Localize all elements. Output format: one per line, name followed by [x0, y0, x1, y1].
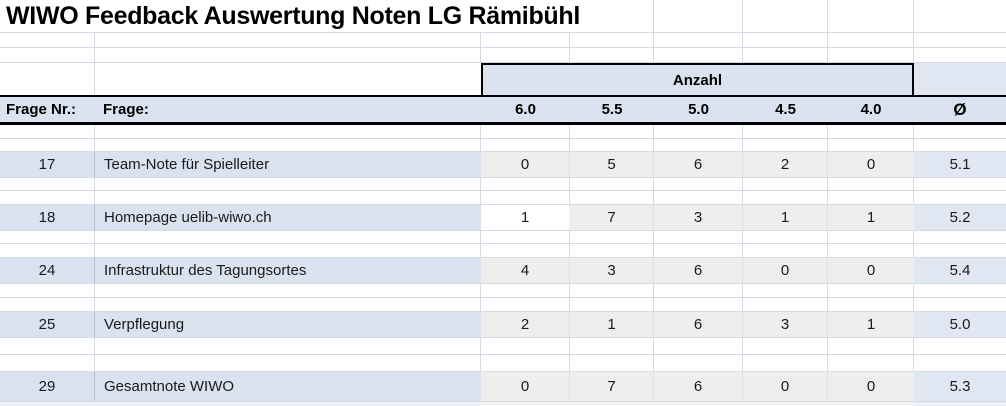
question-row-18: 18 Homepage uelib-wiwo.ch 1 7 3 1 1 5.2 [0, 205, 1006, 231]
empty-row [0, 191, 1006, 205]
col-header-grade-5-5[interactable]: 5.5 [601, 101, 623, 118]
count-cell-4-0[interactable]: 1 [828, 205, 914, 230]
question-label-cell[interactable]: Team-Note für Spielleiter [95, 152, 481, 177]
col-header-grade-6-0[interactable]: 6.0 [515, 101, 536, 118]
average-cell[interactable]: 5.0 [914, 312, 1006, 337]
page-title[interactable]: WIWO Feedback Auswertung Noten LG Rämibü… [6, 2, 580, 30]
question-label-cell[interactable]: Homepage uelib-wiwo.ch [95, 205, 481, 230]
anzahl-row: Anzahl [0, 63, 1006, 95]
sliver-cell [914, 402, 1006, 406]
count-cell-6-0[interactable]: 0 [481, 152, 570, 177]
sliver-cell [481, 402, 914, 406]
count-cell-4-5[interactable]: 0 [743, 372, 828, 401]
count-cell-5-5[interactable]: 3 [570, 258, 654, 283]
question-number-cell[interactable]: 24 [0, 258, 95, 283]
count-cell-6-0[interactable]: 2 [481, 312, 570, 337]
count-cell-5-0[interactable]: 6 [654, 312, 743, 337]
empty-row [0, 338, 1006, 355]
average-cell[interactable]: 5.2 [914, 205, 1006, 230]
question-label-cell[interactable]: Verpflegung [95, 312, 481, 337]
average-cell[interactable]: 5.4 [914, 258, 1006, 283]
count-cell-5-0[interactable]: 6 [654, 372, 743, 401]
column-header-row: Frage Nr.: Frage: 6.0 5.5 5.0 4.5 4.0 Ø [0, 95, 1006, 125]
col-header-frage-nr[interactable]: Frage Nr.: [6, 101, 77, 118]
col-header-frage[interactable]: Frage: [103, 101, 149, 118]
average-cell[interactable]: 5.3 [914, 372, 1006, 401]
empty-row [0, 33, 1006, 48]
count-cell-5-5[interactable]: 1 [570, 312, 654, 337]
empty-cell [95, 63, 481, 95]
count-cell-6-0[interactable]: 1 [481, 205, 570, 230]
col-header-grade-4-5[interactable]: 4.5 [775, 101, 796, 118]
question-number-cell[interactable]: 18 [0, 205, 95, 230]
count-cell-5-0[interactable]: 6 [654, 152, 743, 177]
empty-row [0, 298, 1006, 312]
empty-row [0, 178, 1006, 191]
count-cell-6-0[interactable]: 0 [481, 372, 570, 401]
question-row-24: 24 Infrastruktur des Tagungsortes 4 3 6 … [0, 258, 1006, 284]
average-cell[interactable]: 5.1 [914, 152, 1006, 177]
question-label-cell[interactable]: Gesamtnote WIWO [95, 372, 481, 401]
empty-row [0, 139, 1006, 152]
count-cell-4-0[interactable]: 0 [828, 152, 914, 177]
title-row: WIWO Feedback Auswertung Noten LG Rämibü… [0, 0, 1006, 33]
sliver-cell [0, 402, 481, 406]
question-row-25: 25 Verpflegung 2 1 6 3 1 5.0 [0, 312, 1006, 338]
count-cell-4-5[interactable]: 1 [743, 205, 828, 230]
count-cell-6-0[interactable]: 4 [481, 258, 570, 283]
empty-cell [0, 63, 95, 95]
empty-row [0, 284, 1006, 298]
question-row-29: 29 Gesamtnote WIWO 0 7 6 0 0 5.3 [0, 372, 1006, 402]
question-label-cell[interactable]: Infrastruktur des Tagungsortes [95, 258, 481, 283]
count-cell-5-5[interactable]: 7 [570, 372, 654, 401]
count-cell-4-5[interactable]: 3 [743, 312, 828, 337]
empty-row [0, 244, 1006, 258]
col-header-average[interactable]: Ø [953, 99, 967, 119]
count-cell-5-0[interactable]: 3 [654, 205, 743, 230]
count-cell-4-5[interactable]: 2 [743, 152, 828, 177]
empty-row [0, 48, 1006, 63]
cutoff-row-sliver [0, 402, 1006, 406]
empty-row [0, 231, 1006, 244]
count-cell-4-5[interactable]: 0 [743, 258, 828, 283]
question-row-17: 17 Team-Note für Spielleiter 0 5 6 2 0 5… [0, 152, 1006, 178]
count-cell-5-5[interactable]: 5 [570, 152, 654, 177]
question-number-cell[interactable]: 25 [0, 312, 95, 337]
count-cell-5-0[interactable]: 6 [654, 258, 743, 283]
count-cell-4-0[interactable]: 0 [828, 372, 914, 401]
count-cell-5-5[interactable]: 7 [570, 205, 654, 230]
anzahl-label: Anzahl [672, 71, 723, 89]
count-cell-4-0[interactable]: 1 [828, 312, 914, 337]
anzahl-merged-header-cell[interactable]: Anzahl [481, 63, 914, 95]
empty-row [0, 125, 1006, 139]
col-header-grade-5-0[interactable]: 5.0 [688, 101, 709, 118]
question-number-cell[interactable]: 17 [0, 152, 95, 177]
count-cell-4-0[interactable]: 0 [828, 258, 914, 283]
empty-row [0, 355, 1006, 372]
question-number-cell[interactable]: 29 [0, 372, 95, 401]
col-header-grade-4-0[interactable]: 4.0 [860, 101, 882, 118]
empty-shaded-cell [914, 63, 1006, 95]
